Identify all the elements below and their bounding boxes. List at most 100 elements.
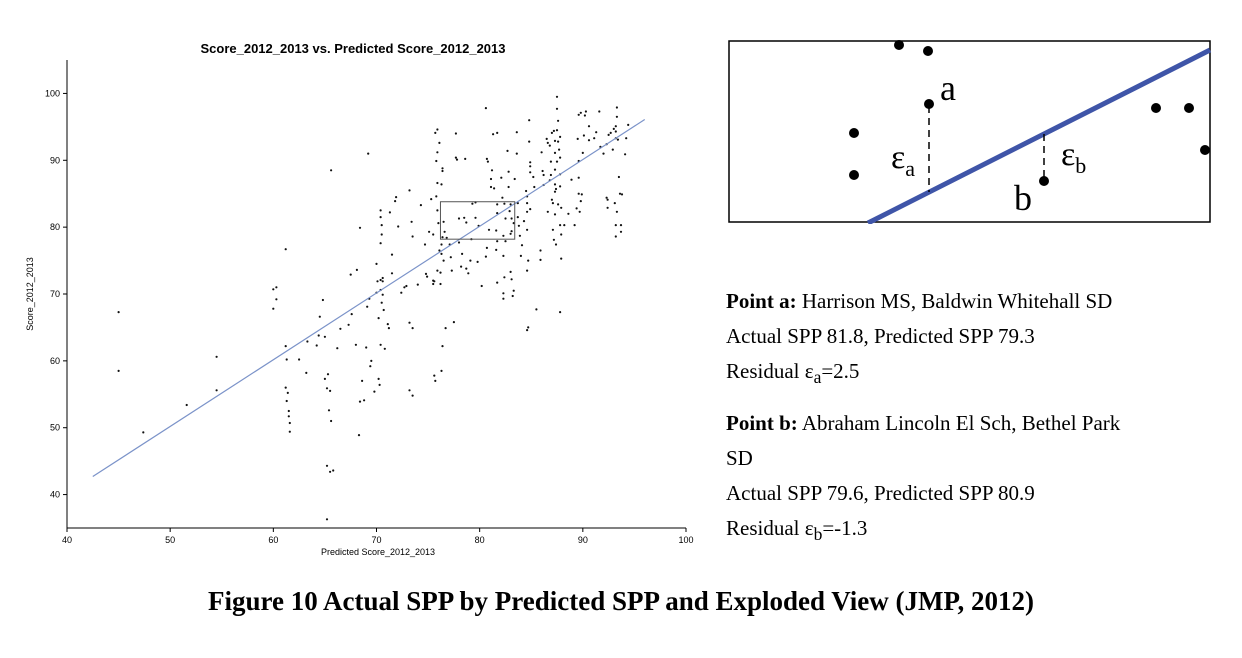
data-point — [423, 243, 427, 246]
data-point — [377, 317, 380, 320]
data-point — [215, 389, 218, 392]
point-a-values: Actual SPP 81.8, Predicted SPP 79.3 — [726, 324, 1035, 348]
data-point — [379, 278, 382, 282]
point-b-line1: Point b: Abraham Lincoln El Sch, Bethel … — [726, 411, 1121, 436]
data-point — [386, 323, 389, 326]
data-point — [441, 345, 444, 348]
data-point — [546, 141, 549, 144]
data-point — [539, 249, 542, 252]
data-point — [387, 327, 390, 330]
data-point — [460, 265, 463, 268]
data-point — [485, 246, 488, 249]
data-point — [506, 149, 509, 152]
inset-point — [849, 128, 859, 138]
data-point — [117, 311, 120, 314]
data-point — [502, 234, 505, 237]
data-point — [329, 470, 332, 473]
data-point — [496, 131, 499, 134]
data-point — [504, 217, 507, 220]
data-point — [573, 224, 576, 227]
y-axis-label: Score_2012_2013 — [25, 257, 35, 331]
data-point — [390, 272, 394, 275]
data-point — [559, 156, 562, 159]
data-point — [330, 169, 333, 172]
data-point — [440, 183, 443, 186]
data-point — [436, 128, 439, 131]
y-axis: 40 50 60 70 80 90 100 — [45, 88, 67, 500]
data-point — [528, 140, 531, 143]
data-point — [560, 257, 563, 260]
data-point — [559, 185, 562, 188]
data-point — [286, 391, 289, 394]
data-point — [358, 226, 362, 229]
data-point — [330, 419, 333, 423]
y-tick-label: 90 — [50, 155, 60, 165]
data-point — [526, 202, 529, 205]
chart-title: Score_2012_2013 vs. Predicted Score_2012… — [200, 41, 505, 56]
data-point — [625, 137, 628, 140]
data-point — [380, 301, 383, 304]
data-point — [408, 189, 411, 192]
data-point — [587, 125, 591, 128]
data-point — [527, 326, 530, 329]
data-point — [287, 415, 290, 418]
point-b-line1-cont: SD — [726, 446, 753, 471]
data-point — [559, 135, 562, 138]
data-point — [515, 131, 518, 134]
data-point — [525, 189, 528, 193]
data-point — [580, 193, 583, 196]
data-point — [285, 399, 288, 403]
data-point — [539, 258, 542, 261]
data-point — [618, 192, 622, 195]
data-point — [533, 185, 536, 189]
data-point — [609, 131, 612, 134]
data-point — [323, 377, 326, 380]
data-point — [464, 157, 467, 160]
data-point — [557, 203, 560, 206]
epsilon-a: εa — [891, 139, 915, 181]
data-point — [507, 170, 510, 173]
data-point — [613, 202, 616, 205]
data-point — [549, 173, 553, 177]
data-point — [619, 230, 623, 233]
exploded-region-box — [439, 201, 516, 240]
data-point — [614, 130, 617, 133]
data-point — [554, 243, 558, 246]
data-point — [358, 400, 362, 403]
data-point — [439, 271, 442, 274]
data-point — [433, 280, 436, 283]
data-point — [529, 208, 532, 211]
data-point — [607, 133, 610, 136]
data-point — [416, 283, 419, 286]
y-tick-label: 100 — [45, 88, 60, 98]
data-point — [467, 272, 470, 275]
inset-points — [849, 40, 1210, 186]
plot-frame — [66, 60, 686, 529]
data-point — [305, 371, 308, 374]
data-point — [381, 280, 384, 283]
data-point — [430, 198, 433, 201]
data-point — [501, 196, 504, 199]
data-point — [540, 151, 543, 154]
data-point — [185, 403, 188, 407]
data-point — [617, 175, 621, 179]
data-point — [490, 169, 494, 172]
data-point — [455, 158, 459, 161]
point-a-line1: Point a: Harrison MS, Baldwin Whitehall … — [726, 289, 1113, 313]
data-point — [435, 159, 438, 163]
data-point — [395, 196, 398, 199]
data-point — [584, 110, 588, 113]
data-point — [504, 240, 507, 243]
x-tick-label: 70 — [371, 535, 381, 545]
data-point — [582, 134, 586, 137]
data-point — [551, 202, 555, 205]
data-point — [526, 269, 529, 272]
data-point — [318, 315, 321, 318]
inset-point — [1184, 103, 1194, 113]
data-point — [367, 152, 370, 155]
data-point — [553, 168, 557, 171]
exploded-view: a b εa εb — [728, 40, 1212, 224]
data-point — [444, 327, 447, 330]
data-point — [578, 210, 581, 213]
data-point — [284, 345, 287, 348]
